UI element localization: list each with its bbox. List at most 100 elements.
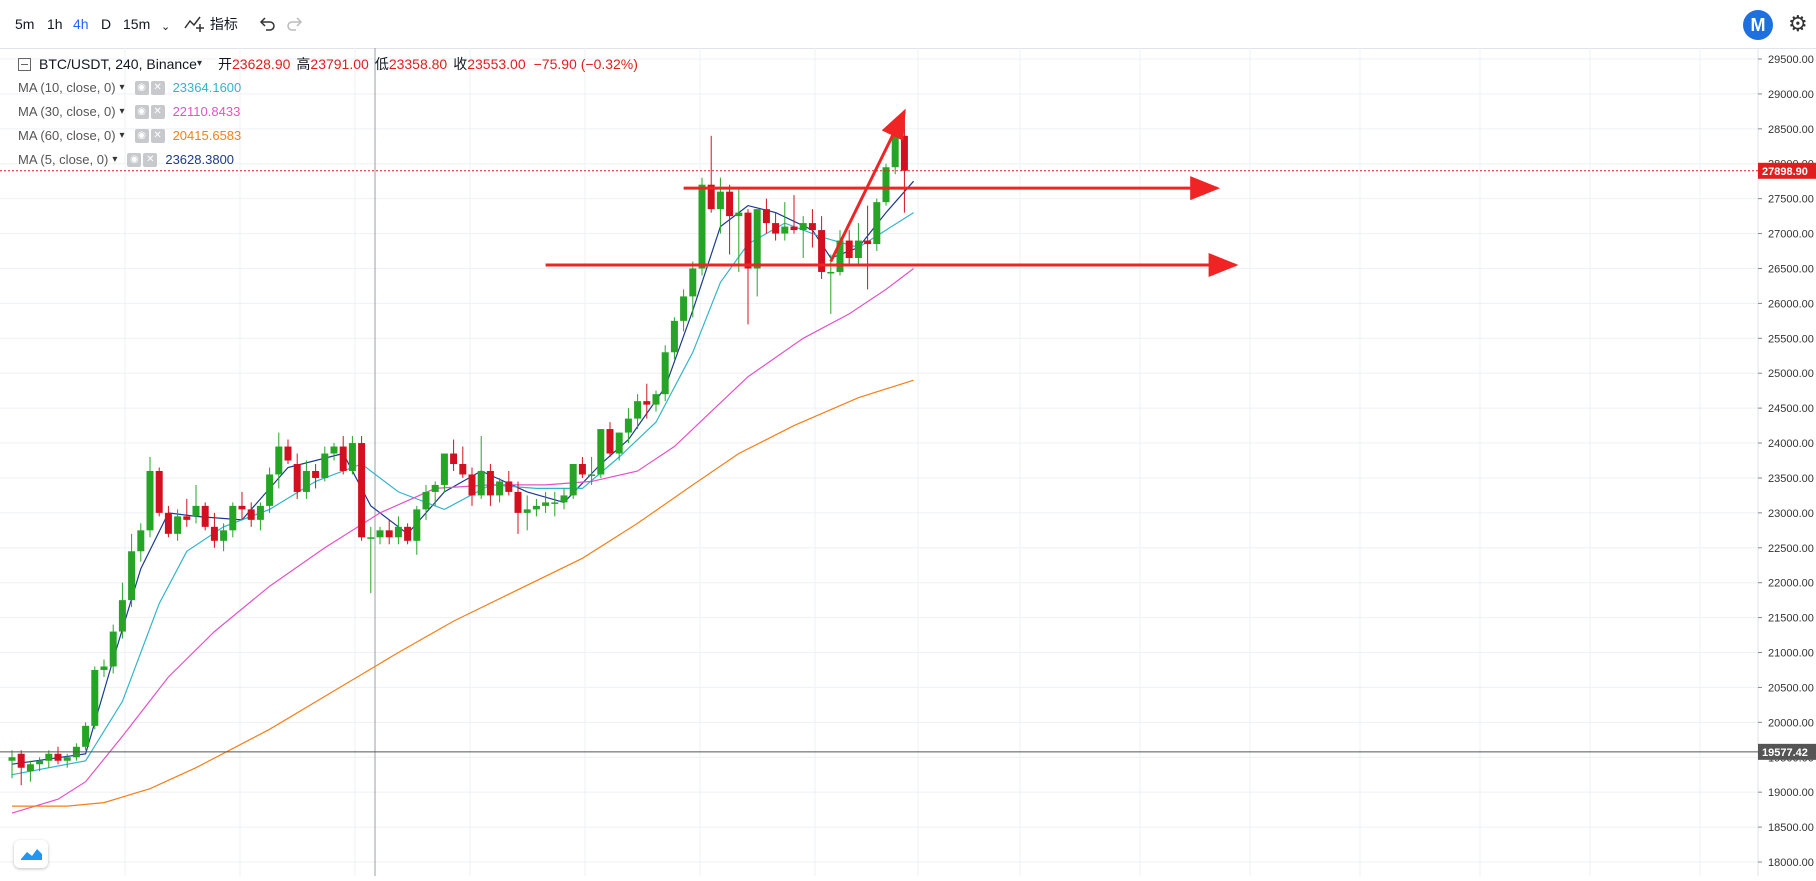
close-icon[interactable]: ✕ — [143, 153, 158, 167]
candle-body — [624, 418, 632, 433]
candle-body — [174, 516, 182, 534]
candle-body — [201, 505, 209, 527]
candle-body — [615, 432, 623, 454]
close-icon[interactable]: ✕ — [150, 105, 165, 119]
close-icon[interactable]: ✕ — [150, 129, 165, 143]
close-icon[interactable]: ✕ — [150, 81, 165, 95]
candle-body — [394, 526, 402, 538]
candle-body — [128, 551, 136, 601]
candle-body — [514, 491, 522, 513]
candle-body — [229, 505, 237, 531]
candle-body — [560, 495, 568, 503]
trend-arrow-drawing — [829, 108, 906, 263]
price-chart[interactable]: 29500.0029000.0028500.0028000.0027500.00… — [0, 48, 1816, 876]
ma-line — [12, 379, 914, 807]
ma60-value: 20415.6583 — [172, 128, 242, 143]
candle-body — [900, 135, 908, 171]
candle-body — [183, 516, 191, 520]
candle-body — [146, 470, 154, 531]
chart-legend: BTC/USDT, 240, Binance ▾ 开 23628.90 高 2379… — [18, 52, 638, 172]
candle-body — [578, 463, 586, 475]
m-logo-icon[interactable]: M — [1743, 10, 1773, 40]
candle-body — [505, 481, 513, 492]
candle-body — [818, 230, 826, 272]
candle-body — [293, 463, 301, 492]
price-axis-label: 20000.00 — [1768, 717, 1814, 729]
interval-15m-button[interactable]: 15m — [123, 16, 151, 32]
candle-body — [312, 470, 320, 478]
candle-body — [864, 240, 872, 245]
chevron-down-icon[interactable]: ▾ — [119, 82, 125, 93]
eye-icon[interactable]: ◉ — [134, 81, 149, 95]
collapse-icon[interactable] — [18, 57, 31, 71]
ma30-value: 22110.8433 — [172, 104, 241, 119]
chevron-down-icon[interactable]: ▾ — [119, 130, 125, 141]
candle-body — [523, 509, 531, 513]
candle-body — [339, 446, 347, 471]
chevron-down-icon[interactable]: ⌄ — [161, 21, 171, 33]
eye-icon[interactable]: ◉ — [134, 105, 149, 119]
change-value: −75.90 (−0.32%) — [533, 56, 638, 72]
candle-body — [790, 226, 798, 231]
candle-body — [118, 600, 126, 632]
candle-body — [744, 212, 752, 269]
chart-area[interactable]: 29500.0029000.0028500.0028000.0027500.00… — [0, 48, 1816, 876]
candle-body — [247, 509, 255, 520]
interval-4h-button[interactable]: 4h — [73, 16, 89, 32]
candle-body — [569, 463, 577, 496]
candle-body — [882, 167, 890, 203]
candle-body — [652, 394, 660, 405]
ma5-label[interactable]: MA (5, close, 0) — [18, 152, 109, 167]
eye-icon[interactable]: ◉ — [134, 129, 149, 143]
candle-body — [808, 223, 816, 231]
ma60-label[interactable]: MA (60, close, 0) — [18, 128, 116, 143]
symbol-label[interactable]: BTC/USDT, 240, Binance — [39, 56, 197, 72]
interval-d-button[interactable]: D — [101, 16, 112, 32]
candle-body — [422, 491, 430, 510]
high-value: 23791.00 — [310, 56, 369, 72]
ma-line — [11, 268, 914, 814]
candle-body — [661, 352, 669, 395]
interval-1h-button[interactable]: 1h — [47, 16, 63, 32]
ma10-label[interactable]: MA (10, close, 0) — [18, 80, 116, 95]
redo-icon[interactable] — [286, 14, 304, 37]
price-axis-label: 27500.00 — [1768, 194, 1814, 206]
price-axis-label: 29000.00 — [1768, 89, 1814, 101]
candle-body — [256, 505, 264, 520]
tradingview-logo-icon[interactable] — [14, 840, 48, 868]
candle-body — [735, 212, 743, 217]
price-axis-label: 22000.00 — [1768, 578, 1814, 590]
candle-body — [726, 191, 734, 217]
ma-line — [11, 212, 914, 776]
chevron-down-icon[interactable]: ▾ — [119, 106, 125, 117]
indicators-label: 指标 — [209, 16, 238, 32]
chevron-down-icon[interactable]: ▾ — [112, 154, 118, 165]
candle-body — [45, 753, 53, 761]
candle-body — [477, 470, 485, 496]
top-toolbar: 5m 1h 4h D 15m ⌄ 指标 — [0, 0, 1816, 49]
indicators-button[interactable]: 指标 — [184, 14, 238, 34]
candle-body — [26, 764, 34, 772]
gear-icon[interactable]: ⚙ — [1788, 11, 1808, 36]
candle-body — [17, 753, 25, 768]
candle-body — [431, 484, 439, 492]
candle-body — [404, 526, 412, 541]
ma60-row: MA (60, close, 0) ▾ ◉ ✕ 20415.6583 — [18, 124, 638, 148]
ma30-label[interactable]: MA (30, close, 0) — [18, 104, 116, 119]
symbol-row: BTC/USDT, 240, Binance ▾ 开 23628.90 高 2379… — [18, 52, 638, 76]
chevron-down-icon[interactable]: ▾ — [196, 58, 202, 69]
price-axis-label: 25500.00 — [1768, 333, 1814, 345]
candle-body — [100, 666, 108, 670]
eye-icon[interactable]: ◉ — [127, 153, 142, 167]
candle-body — [753, 209, 761, 269]
ma10-value: 23364.1600 — [172, 80, 242, 95]
price-axis-label: 23500.00 — [1768, 473, 1814, 485]
candle-body — [707, 184, 715, 210]
candle-body — [266, 474, 274, 506]
undo-icon[interactable] — [258, 14, 276, 37]
candle-body — [192, 505, 200, 517]
candle-body — [836, 240, 844, 272]
interval-5m-button[interactable]: 5m — [15, 16, 35, 32]
candle-body — [716, 191, 724, 210]
price-axis-label: 24000.00 — [1768, 438, 1814, 450]
